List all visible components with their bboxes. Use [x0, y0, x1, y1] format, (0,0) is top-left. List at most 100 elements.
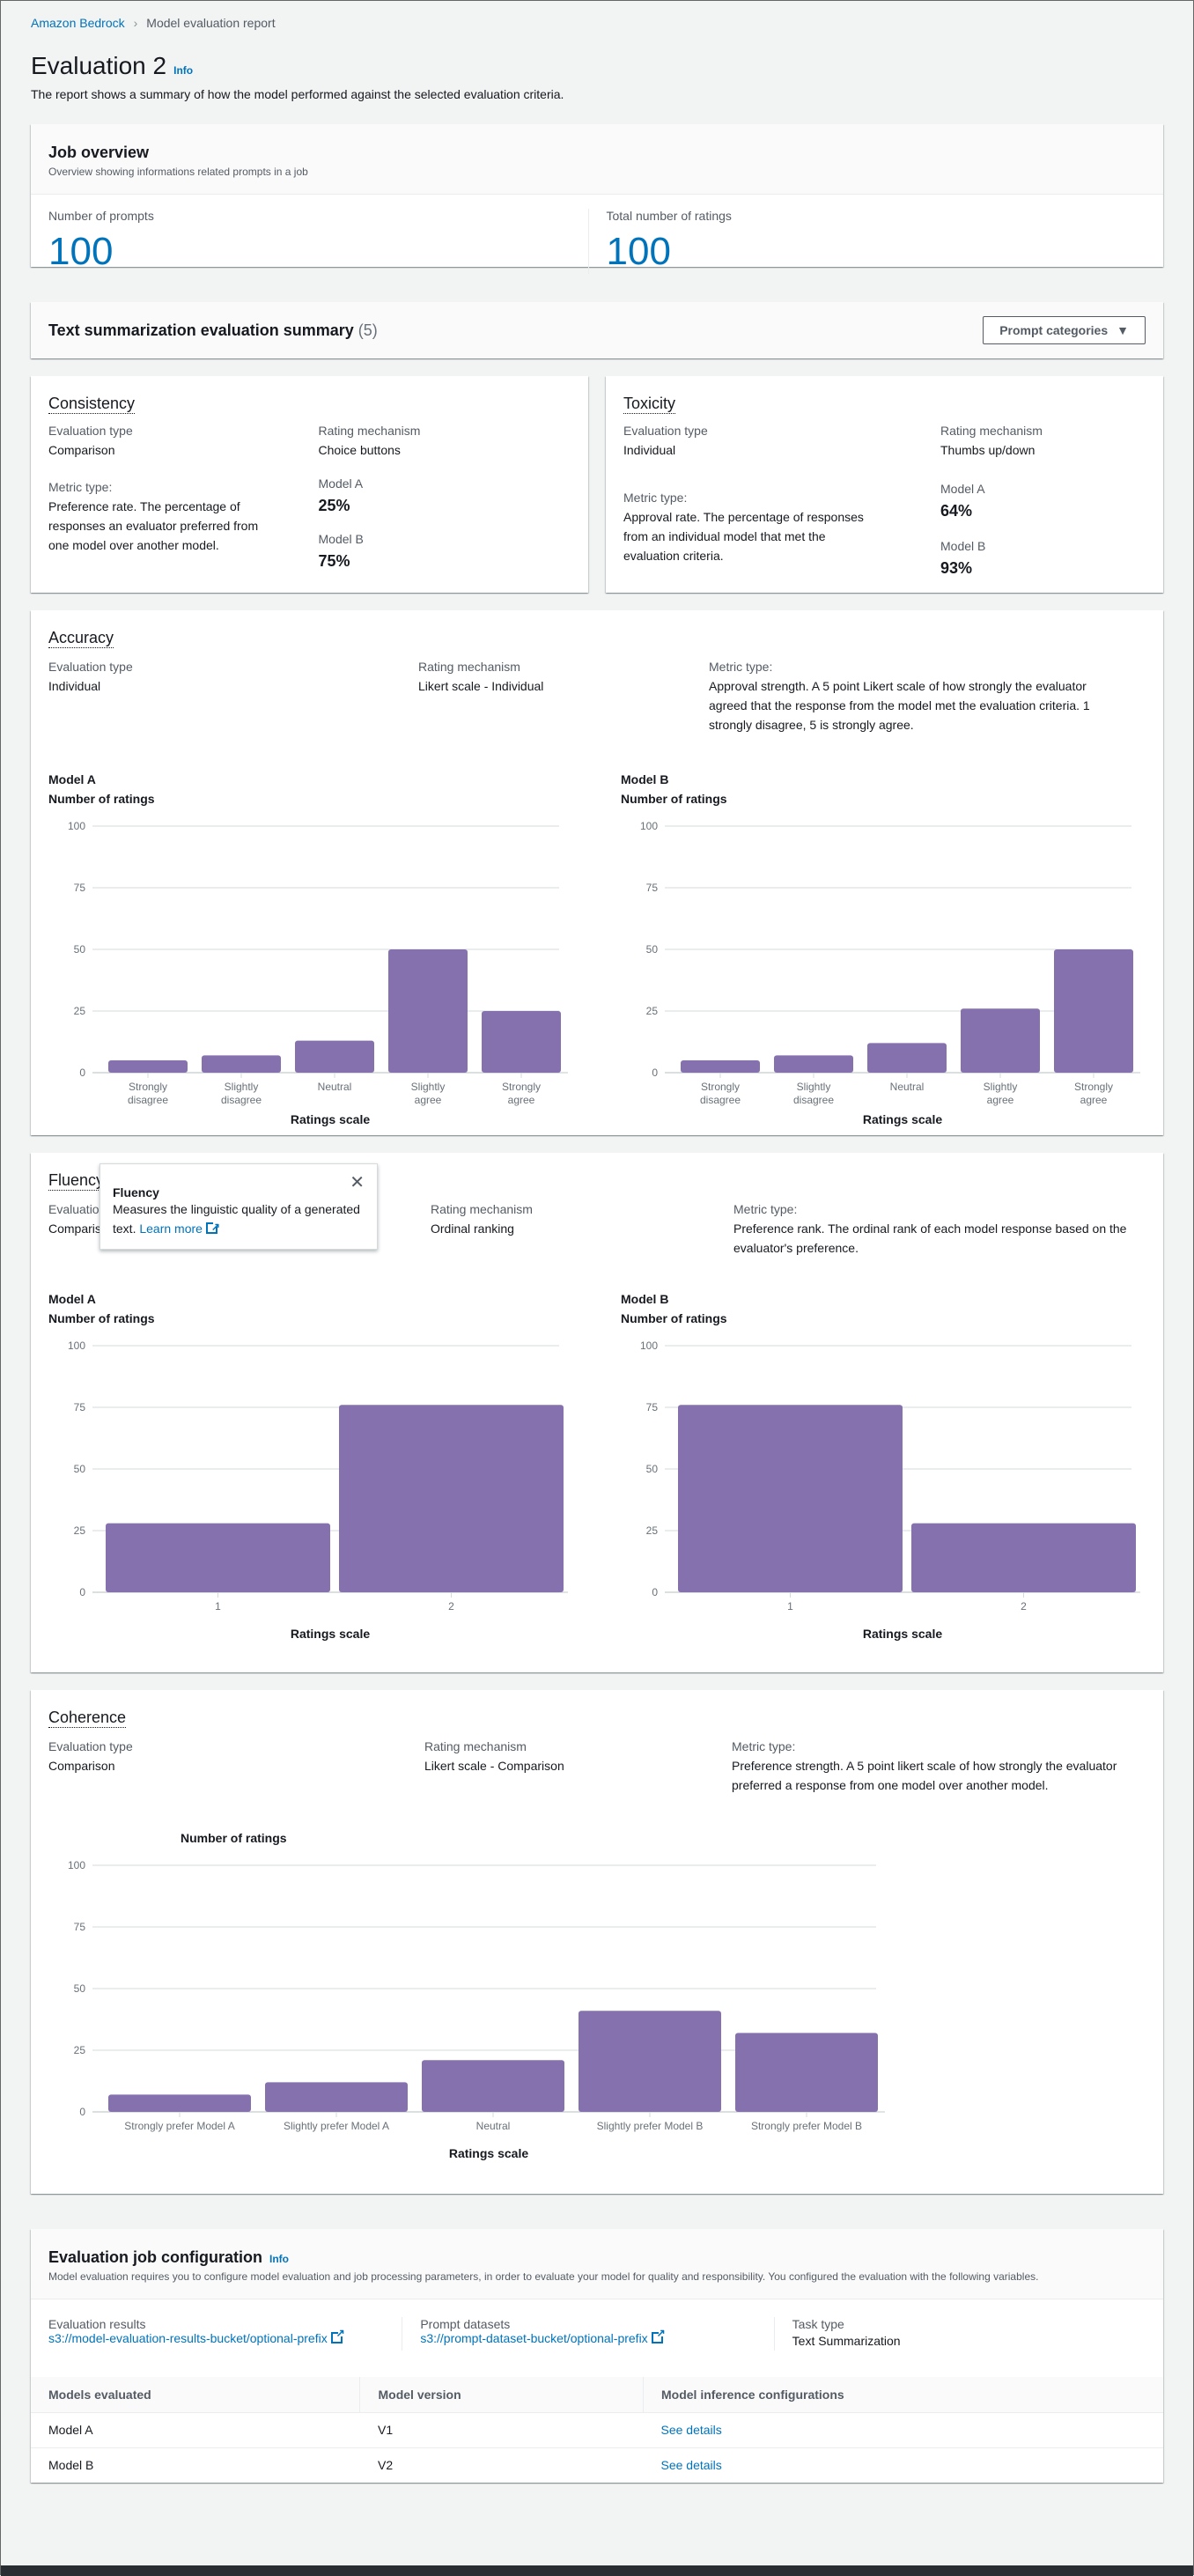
prompt-categories-dropdown[interactable]: Prompt categories ▼: [983, 316, 1146, 344]
eval-results-label: Evaluation results: [48, 2317, 146, 2331]
x-tick-label: Slightly agree: [984, 1081, 1018, 1106]
x-tick-label-line: Strongly: [701, 1081, 740, 1093]
y-tick-label: 75: [74, 1921, 86, 1933]
accuracy-title[interactable]: Accuracy: [48, 629, 114, 648]
chart-ylabel: Number of ratings: [621, 792, 727, 806]
y-tick-label: 25: [74, 1005, 86, 1017]
see-details-link[interactable]: See details: [660, 2423, 722, 2437]
fluency-model-a-chart: Model A Number of ratings 0 25 50 75 100 1 2 Ra…: [48, 1289, 577, 1665]
popover-text: Measures the linguistic quality of a gen…: [113, 1202, 360, 1236]
job-overview-description: Overview showing informations related pr…: [48, 166, 308, 178]
rating-mechanism-label: Rating mechanism: [424, 1739, 527, 1753]
fluency-title[interactable]: Fluency: [48, 1171, 105, 1191]
metric-type-label: Metric type:: [623, 491, 688, 505]
eval-type-value: Comparison: [48, 443, 115, 457]
fluency-model-b-svg: 0 25 50 75 100 1 2 Ratings scale: [640, 1340, 1140, 1641]
col-header-version: Model version: [359, 2377, 644, 2413]
x-tick-label: Slightly prefer Model B: [597, 2120, 704, 2132]
job-config-title: Evaluation job configuration: [48, 2248, 262, 2266]
prompt-datasets-link[interactable]: s3://prompt-dataset-bucket/optional-pref…: [420, 2327, 665, 2345]
chart-ylabel: Number of ratings: [48, 792, 155, 806]
info-link[interactable]: Info: [173, 64, 194, 77]
eval-results-link[interactable]: s3://model-evaluation-results-bucket/opt…: [48, 2327, 345, 2345]
x-tick-label: Strongly prefer Model A: [124, 2120, 234, 2132]
model-b-label: Model B: [940, 539, 986, 553]
consistency-title[interactable]: Consistency: [48, 395, 136, 414]
bar: [867, 1043, 947, 1073]
summary-title-text: Text summarization evaluation summary: [48, 321, 354, 339]
x-tick-label-line: disagree: [700, 1094, 741, 1106]
x-tick-label-line: disagree: [128, 1094, 168, 1106]
x-tick-label-line: agree: [415, 1094, 442, 1106]
y-tick-label: 100: [68, 1859, 85, 1871]
breadcrumb-amazon-bedrock[interactable]: Amazon Bedrock: [31, 16, 125, 30]
close-icon[interactable]: ✕: [350, 1173, 365, 1192]
bar: [681, 1060, 760, 1073]
y-tick-label: 0: [79, 2106, 85, 2118]
table-row: Model A V1 See details: [31, 2412, 1163, 2448]
external-link-icon: [205, 1217, 220, 1236]
x-tick-label-line: agree: [1080, 1094, 1108, 1106]
rating-mechanism-label: Rating mechanism: [418, 660, 520, 674]
see-details-link[interactable]: See details: [660, 2458, 722, 2473]
bar: [774, 1055, 853, 1073]
page-subtitle: The report shows a summary of how the mo…: [31, 87, 564, 101]
chart-title: Model A: [48, 772, 96, 786]
y-tick-label: 75: [74, 882, 86, 894]
task-type-label: Task type: [792, 2317, 844, 2331]
x-tick-label: Slightly agree: [411, 1081, 446, 1106]
learn-more-link[interactable]: Learn more: [139, 1217, 220, 1236]
window-bottom-edge: [1, 2565, 1193, 2576]
ratings-label: Total number of ratings: [606, 209, 732, 223]
chart-ylabel: Number of ratings: [48, 1311, 155, 1325]
y-tick-label: 50: [646, 1463, 659, 1475]
accuracy-card: Accuracy Evaluation type Individual Rati…: [31, 610, 1163, 1135]
model-version: V1: [359, 2412, 644, 2448]
fluency-model-b-chart: Model B Number of ratings 0 25 50 75 100 1 2 Ra…: [621, 1289, 1149, 1665]
x-tick-label-line: Strongly: [502, 1081, 541, 1093]
caret-down-icon: ▼: [1117, 323, 1129, 337]
bar: [961, 1008, 1040, 1073]
metric-type-value: Approval rate. The percentage of respons…: [623, 510, 864, 563]
eval-type-value: Individual: [623, 443, 676, 457]
model-a-label: Model A: [318, 476, 364, 491]
prompts-label: Number of prompts: [48, 209, 154, 223]
x-axis-title: Ratings scale: [863, 1627, 942, 1641]
model-version: V2: [377, 2458, 394, 2473]
model-b-value: 93%: [940, 559, 973, 577]
y-tick-label: 0: [79, 1586, 85, 1598]
y-tick-label: 75: [646, 1401, 659, 1413]
chart-title: Model A: [48, 1292, 96, 1306]
x-tick-label-line: agree: [987, 1094, 1014, 1106]
x-tick-label: Slightly disagree: [793, 1081, 834, 1106]
bar: [579, 2011, 721, 2112]
metric-type-value: Approval strength. A 5 point Likert scal…: [709, 679, 1090, 732]
learn-more-label: Learn more: [139, 1222, 203, 1236]
metric-type-value: Preference strength. A 5 point likert sc…: [732, 1759, 1117, 1792]
eval-results-link-text: s3://model-evaluation-results-bucket/opt…: [48, 2331, 328, 2345]
y-tick-label: 100: [640, 1340, 658, 1352]
model-name: Model B: [48, 2458, 94, 2473]
metric-type-label: Metric type:: [733, 1202, 798, 1216]
col-header-inference: Model inference configurations: [642, 2377, 1163, 2413]
eval-results: Evaluation results s3://model-evaluation…: [48, 2317, 402, 2351]
x-tick-label-line: Strongly: [1074, 1081, 1113, 1093]
x-axis-title: Ratings scale: [449, 2146, 528, 2160]
metric-type-label: Metric type:: [48, 480, 113, 494]
x-tick-label: Slightly disagree: [221, 1081, 262, 1106]
rating-mechanism-value: Ordinal ranking: [431, 1222, 514, 1236]
toxicity-title[interactable]: Toxicity: [623, 395, 676, 414]
task-type: Task type Text Summarization: [773, 2317, 1146, 2351]
rating-mechanism-value: Thumbs up/down: [940, 443, 1036, 457]
chart-ylabel: Number of ratings: [181, 1831, 287, 1845]
info-link[interactable]: Info: [269, 2253, 289, 2265]
page-header: Evaluation 2 Info: [31, 52, 1163, 80]
metric-type-value: Preference rate. The percentage of respo…: [48, 499, 259, 552]
bar: [295, 1040, 374, 1073]
coherence-card: Coherence Evaluation type Comparison Rat…: [31, 1690, 1163, 2194]
coherence-title[interactable]: Coherence: [48, 1709, 127, 1728]
x-tick-label-line: Slightly: [984, 1081, 1018, 1093]
popover-title: Fluency: [113, 1185, 159, 1199]
x-tick-label: Strongly disagree: [700, 1081, 741, 1106]
